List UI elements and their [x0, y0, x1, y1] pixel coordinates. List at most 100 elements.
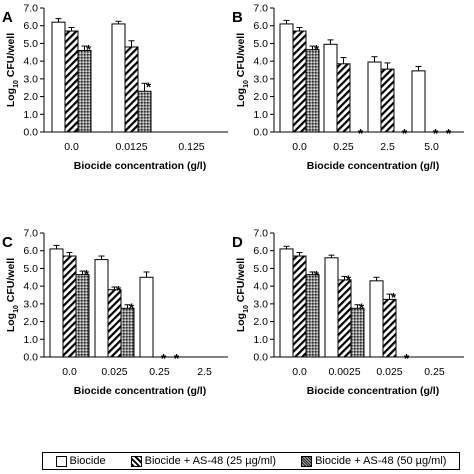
y-tick-label: 7.0 — [23, 228, 38, 240]
y-axis-label: Log10 CFU/well — [5, 33, 20, 107]
figure: A Log10 CFU/well 0.0 1.0 2.0 3.0 4.0 5.0 6.0 7.0 *… — [2, 3, 464, 397]
legend-label: Biocide + AS-48 (50 µg/ml) — [315, 455, 447, 467]
y-axis-label: Log10 CFU/well — [235, 33, 250, 107]
bar — [382, 298, 397, 358]
y-tick-label: 6.0 — [23, 245, 38, 257]
panel-d: D Log10 CFU/well 0.0 1.0 2.0 3.0 4.0 5.0 6.0 7.0 *… — [232, 228, 464, 397]
y-tick-label: 5.0 — [23, 38, 38, 50]
y-tick-label: 3.0 — [253, 73, 268, 85]
bar — [124, 46, 139, 133]
y-tick-label: 7.0 — [23, 3, 38, 15]
bar — [305, 274, 320, 358]
panel-b: B Log10 CFU/well 0.0 1.0 2.0 3.0 4.0 5.0 6.0 7.0 *… — [232, 3, 464, 172]
significance-marker: * — [346, 272, 352, 287]
legend-swatch-white — [55, 455, 67, 467]
y-axis-label: Log10 CFU/well — [235, 258, 250, 332]
significance-marker: * — [404, 351, 410, 366]
bar — [367, 61, 382, 133]
bar — [305, 49, 320, 133]
x-tick-label: 0.125 — [178, 141, 204, 153]
y-tick-label: 7.0 — [253, 228, 268, 240]
x-tick-label: 0.0 — [292, 366, 307, 378]
y-tick-label: 4.0 — [253, 56, 268, 68]
y-tick-label: 2.0 — [23, 91, 38, 103]
legend-item-biocide: Biocide — [55, 455, 106, 467]
y-tick-label: 0.0 — [253, 352, 268, 364]
legend: Biocide Biocide + AS-48 (25 µg/ml) Bioci… — [42, 452, 460, 470]
significance-marker: * — [161, 351, 167, 366]
bar — [94, 259, 109, 358]
x-axis-label: Biocide concentration (g/l) — [307, 385, 439, 397]
x-tick-label: 0.25 — [424, 366, 445, 378]
y-axis-label: Log10 CFU/well — [5, 258, 20, 332]
bar — [292, 30, 307, 133]
y-tick-label: 3.0 — [253, 298, 268, 310]
bar — [77, 50, 92, 133]
bar — [137, 90, 152, 133]
significance-marker: * — [174, 351, 180, 366]
significance-marker: * — [314, 42, 320, 57]
x-tick-label: 0.025 — [101, 366, 127, 378]
y-tick-label: 5.0 — [253, 38, 268, 50]
y-tick-label: 0.0 — [253, 127, 268, 139]
bar — [49, 248, 64, 358]
bar — [51, 21, 66, 133]
y-tick-label: 0.0 — [23, 127, 38, 139]
legend-swatch-cross — [301, 455, 313, 467]
panel-letter: A — [2, 9, 13, 26]
y-tick-label: 0.0 — [23, 352, 38, 364]
y-tick-label: 6.0 — [253, 245, 268, 257]
x-tick-label: 0.25 — [149, 366, 170, 378]
y-tick-label: 4.0 — [253, 281, 268, 293]
legend-item-as48-25: Biocide + AS-48 (25 µg/ml) — [130, 455, 277, 467]
x-axis-label: Biocide concentration (g/l) — [74, 385, 206, 397]
legend-item-as48-50: Biocide + AS-48 (50 µg/ml) — [301, 455, 446, 467]
y-tick-label: 2.0 — [23, 316, 38, 328]
panel-letter: B — [232, 9, 243, 26]
legend-label: Biocide — [69, 455, 106, 467]
bar — [62, 255, 77, 358]
x-tick-label: 0.0125 — [115, 141, 147, 153]
bar — [64, 30, 79, 133]
bar — [139, 276, 154, 358]
y-tick-label: 2.0 — [253, 316, 268, 328]
significance-marker: * — [129, 301, 135, 316]
significance-marker: * — [146, 79, 152, 94]
y-tick-label: 5.0 — [253, 263, 268, 275]
significance-marker: * — [446, 126, 452, 141]
y-tick-label: 1.0 — [23, 109, 38, 121]
significance-marker: * — [86, 42, 92, 57]
bar — [111, 23, 126, 133]
bar — [411, 70, 426, 133]
y-tick-label: 4.0 — [23, 281, 38, 293]
y-tick-label: 3.0 — [23, 73, 38, 85]
y-tick-label: 1.0 — [23, 334, 38, 346]
bar — [324, 257, 339, 358]
panel-letter: D — [232, 234, 243, 251]
legend-label: Biocide + AS-48 (25 µg/ml) — [144, 455, 277, 467]
x-tick-label: 0.25 — [333, 141, 354, 153]
y-tick-label: 7.0 — [253, 3, 268, 15]
panel-letter: C — [2, 234, 13, 251]
panel-a: A Log10 CFU/well 0.0 1.0 2.0 3.0 4.0 5.0 6.0 7.0 *… — [2, 3, 228, 172]
significance-marker: * — [358, 126, 364, 141]
significance-marker: * — [402, 126, 408, 141]
significance-marker: * — [391, 290, 397, 305]
bar — [337, 279, 352, 358]
bar — [75, 274, 90, 358]
x-tick-label: 5.0 — [424, 141, 439, 153]
bar — [279, 248, 294, 358]
bar — [107, 289, 122, 358]
significance-marker: * — [433, 126, 439, 141]
bar — [369, 280, 384, 358]
x-axis-label: Biocide concentration (g/l) — [74, 160, 206, 172]
significance-marker: * — [359, 301, 365, 316]
y-tick-label: 1.0 — [253, 109, 268, 121]
x-tick-label: 2.5 — [197, 366, 212, 378]
bar — [323, 43, 338, 133]
y-tick-label: 6.0 — [253, 20, 268, 32]
bar — [336, 63, 351, 133]
significance-marker: * — [314, 268, 320, 283]
x-tick-label: 0.0 — [62, 366, 77, 378]
x-tick-label: 0.0025 — [328, 366, 360, 378]
